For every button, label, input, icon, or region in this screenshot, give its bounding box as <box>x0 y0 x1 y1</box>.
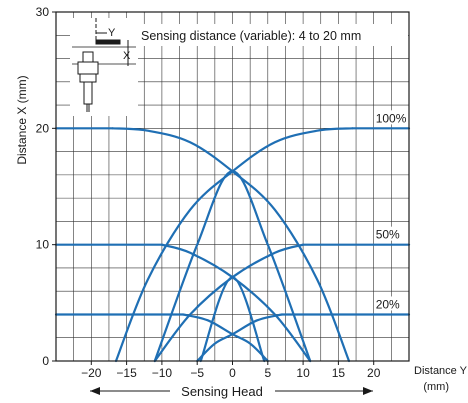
x-tick-label: 0 <box>229 366 236 380</box>
y-tick-label: 30 <box>36 5 50 19</box>
x-tick-label: 5 <box>264 366 271 380</box>
x-tick-label: −15 <box>116 366 137 380</box>
x-tick-label: −10 <box>152 366 173 380</box>
sensing-head-label: Sensing Head <box>181 384 263 399</box>
sensing-head-diagram: Y X <box>70 18 138 116</box>
sensing-distance-note: Sensing distance (variable): 4 to 20 mm <box>141 29 361 43</box>
y-tick-label: 0 <box>42 354 49 368</box>
sensing-head-span: Sensing Head <box>90 384 373 399</box>
y-tick-label: 10 <box>36 238 50 252</box>
curve <box>182 313 269 363</box>
curve <box>199 276 266 363</box>
x-axis-label: Distance Y <box>414 365 468 377</box>
x-tick-label: 20 <box>367 366 381 380</box>
axes: −20 −15 −10 −5 0 5 10 15 20 0 10 20 30 <box>36 5 410 380</box>
series-label: 100% <box>376 111 407 125</box>
series-label: 20% <box>376 297 400 311</box>
x-tick-label: −5 <box>190 366 204 380</box>
series-label-bg <box>374 110 407 125</box>
series-label: 50% <box>376 228 400 242</box>
curve <box>153 170 312 363</box>
x-tick-label: 15 <box>332 366 346 380</box>
x-tick-label: −20 <box>81 366 102 380</box>
y-tick-label: 20 <box>36 121 50 135</box>
series-label-bg <box>374 296 407 311</box>
y-axis-label: Distance X (mm) <box>15 75 29 164</box>
curves: 100% 50% 20% <box>54 110 411 363</box>
x-axis-unit: (mm) <box>423 381 449 393</box>
inset-x-label: X <box>123 50 131 62</box>
inset-y-label: Y <box>108 27 116 39</box>
series-label-bg <box>374 226 407 241</box>
x-tick-label: 10 <box>296 366 310 380</box>
